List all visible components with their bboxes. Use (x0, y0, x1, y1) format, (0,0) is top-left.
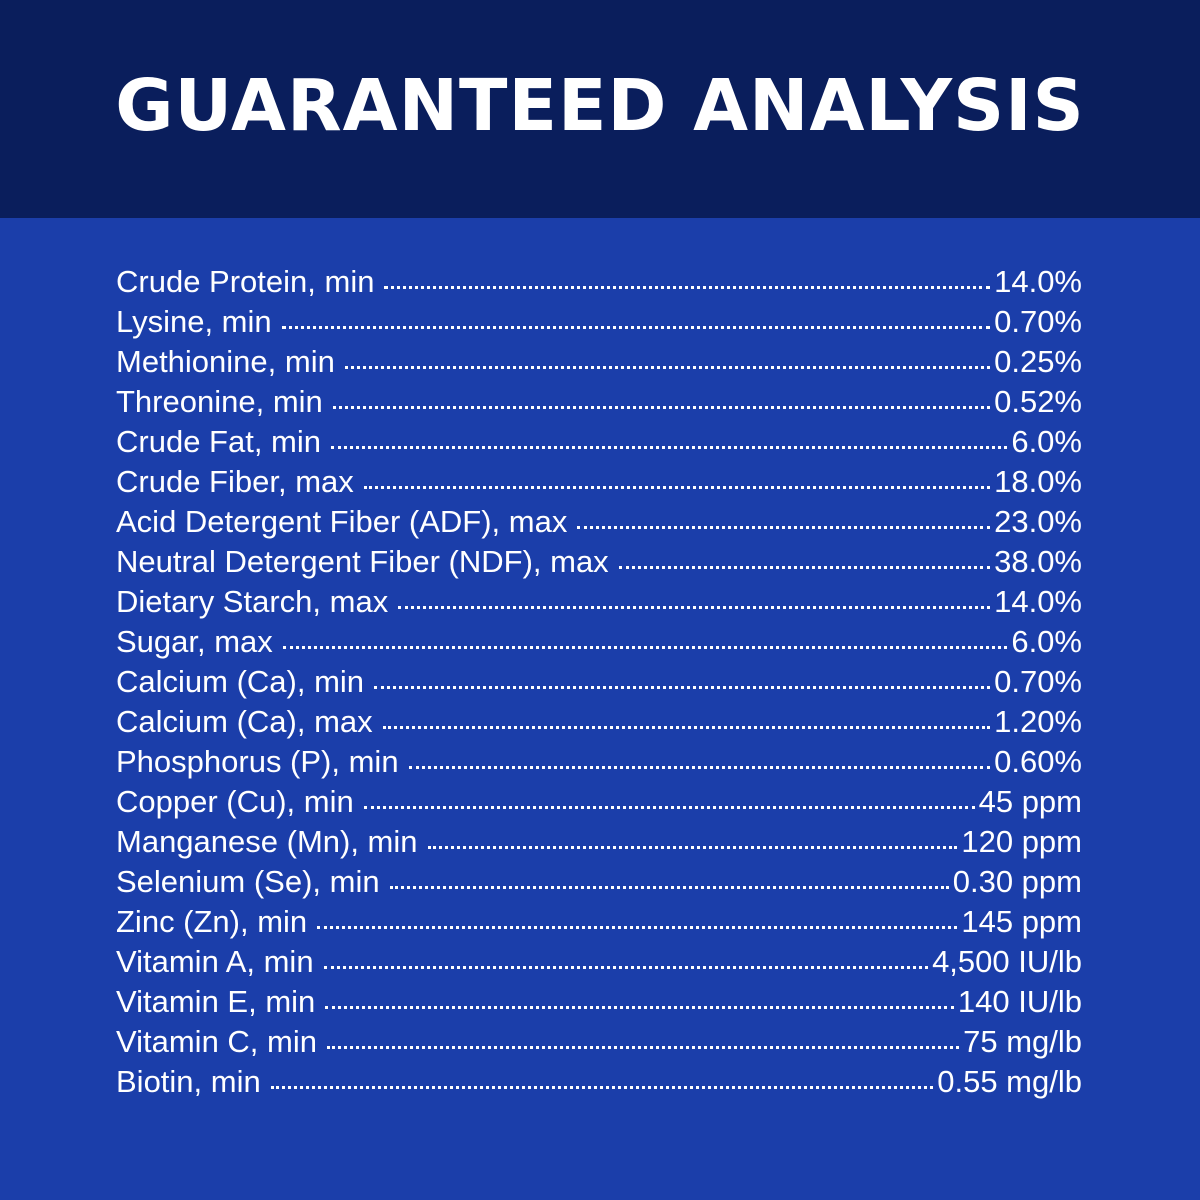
nutrient-label: Vitamin A, min (116, 944, 314, 979)
analysis-row: Copper (Cu), min 45 ppm (116, 782, 1082, 822)
dot-leader (618, 566, 991, 569)
analysis-row: Selenium (Se), min 0.30 ppm (116, 862, 1082, 902)
analysis-row: Crude Protein, min 14.0% (116, 262, 1082, 302)
dot-leader (344, 366, 991, 369)
dot-leader (325, 1006, 954, 1009)
nutrient-value: 18.0% (994, 464, 1082, 499)
dot-leader (363, 486, 991, 489)
analysis-row: Neutral Detergent Fiber (NDF), max 38.0% (116, 542, 1082, 582)
analysis-row: Lysine, min 0.70% (116, 302, 1082, 342)
dot-leader (427, 846, 958, 849)
dot-leader (327, 1046, 960, 1049)
nutrient-label: Biotin, min (116, 1064, 261, 1099)
analysis-row: Threonine, min 0.52% (116, 382, 1082, 422)
dot-leader (282, 646, 1008, 649)
dot-leader (408, 766, 991, 769)
nutrient-label: Vitamin C, min (116, 1024, 317, 1059)
analysis-body: Crude Protein, min 14.0% Lysine, min 0.70% M… (0, 218, 1200, 1200)
dot-leader (374, 686, 991, 689)
nutrient-value: 0.25% (994, 344, 1082, 379)
analysis-row: Vitamin A, min 4,500 IU/lb (116, 942, 1082, 982)
analysis-row: Sugar, max 6.0% (116, 622, 1082, 662)
nutrient-value: 6.0% (1011, 624, 1082, 659)
nutrient-label: Selenium (Se), min (116, 864, 380, 899)
nutrient-value: 4,500 IU/lb (932, 944, 1082, 979)
nutrient-label: Sugar, max (116, 624, 273, 659)
dot-leader (281, 326, 991, 329)
dot-leader (398, 606, 991, 609)
nutrient-label: Manganese (Mn), min (116, 824, 418, 859)
nutrient-value: 140 IU/lb (957, 984, 1082, 1019)
nutrient-value: 75 mg/lb (963, 1024, 1082, 1059)
analysis-row: Calcium (Ca), min 0.70% (116, 662, 1082, 702)
analysis-row: Acid Detergent Fiber (ADF), max 23.0% (116, 502, 1082, 542)
nutrient-label: Calcium (Ca), min (116, 664, 365, 699)
nutrient-value: 1.20% (994, 704, 1082, 739)
nutrient-value: 38.0% (994, 544, 1082, 579)
nutrient-value: 120 ppm (961, 824, 1082, 859)
dot-leader (577, 526, 991, 529)
analysis-row: Calcium (Ca), max 1.20% (116, 702, 1082, 742)
nutrient-value: 45 ppm (978, 784, 1082, 819)
nutrient-label: Calcium (Ca), max (116, 704, 373, 739)
nutrient-label: Crude Fat, min (116, 424, 322, 459)
dot-leader (384, 286, 991, 289)
analysis-list: Crude Protein, min 14.0% Lysine, min 0.70% M… (116, 262, 1082, 1102)
dot-leader (389, 886, 949, 889)
dot-leader (363, 806, 975, 809)
nutrient-label: Threonine, min (116, 384, 323, 419)
page-title: GUARANTEED ANALYSIS (115, 63, 1085, 147)
dot-leader (331, 446, 1008, 449)
nutrient-label: Neutral Detergent Fiber (NDF), max (116, 544, 609, 579)
analysis-row: Zinc (Zn), min 145 ppm (116, 902, 1082, 942)
nutrient-label: Lysine, min (116, 304, 272, 339)
nutrient-value: 0.55 mg/lb (937, 1064, 1082, 1099)
nutrient-value: 14.0% (994, 584, 1082, 619)
nutrient-label: Methionine, min (116, 344, 335, 379)
nutrient-value: 0.60% (994, 744, 1082, 779)
analysis-row: Methionine, min 0.25% (116, 342, 1082, 382)
dot-leader (323, 966, 929, 969)
nutrient-label: Vitamin E, min (116, 984, 316, 1019)
nutrient-value: 0.30 ppm (952, 864, 1082, 899)
nutrient-value: 14.0% (994, 264, 1082, 299)
analysis-row: Dietary Starch, max 14.0% (116, 582, 1082, 622)
analysis-row: Vitamin E, min 140 IU/lb (116, 982, 1082, 1022)
nutrient-value: 0.70% (994, 304, 1082, 339)
dot-leader (382, 726, 991, 729)
dot-leader (270, 1086, 934, 1089)
nutrient-label: Acid Detergent Fiber (ADF), max (116, 504, 568, 539)
nutrient-label: Phosphorus (P), min (116, 744, 399, 779)
nutrient-value: 23.0% (994, 504, 1082, 539)
analysis-row: Crude Fat, min 6.0% (116, 422, 1082, 462)
analysis-row: Manganese (Mn), min 120 ppm (116, 822, 1082, 862)
nutrient-label: Crude Protein, min (116, 264, 375, 299)
nutrient-label: Zinc (Zn), min (116, 904, 308, 939)
nutrient-value: 0.70% (994, 664, 1082, 699)
nutrient-label: Crude Fiber, max (116, 464, 354, 499)
nutrient-value: 6.0% (1011, 424, 1082, 459)
analysis-row: Vitamin C, min 75 mg/lb (116, 1022, 1082, 1062)
nutrient-label: Copper (Cu), min (116, 784, 354, 819)
dot-leader (332, 406, 991, 409)
nutrient-value: 0.52% (994, 384, 1082, 419)
dot-leader (317, 926, 958, 929)
nutrient-label: Dietary Starch, max (116, 584, 389, 619)
analysis-row: Phosphorus (P), min 0.60% (116, 742, 1082, 782)
analysis-row: Crude Fiber, max 18.0% (116, 462, 1082, 502)
analysis-row: Biotin, min 0.55 mg/lb (116, 1062, 1082, 1102)
nutrient-value: 145 ppm (961, 904, 1082, 939)
header-banner: GUARANTEED ANALYSIS (0, 0, 1200, 218)
